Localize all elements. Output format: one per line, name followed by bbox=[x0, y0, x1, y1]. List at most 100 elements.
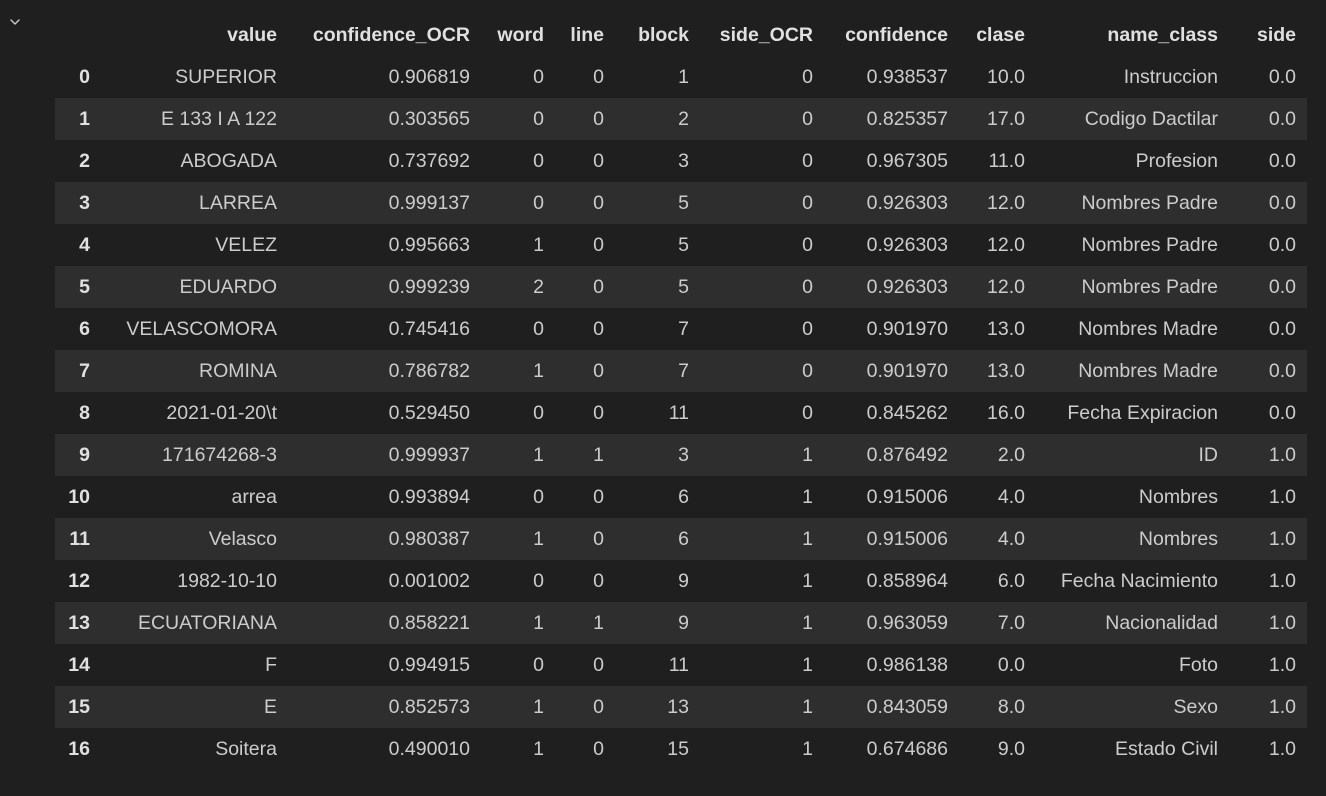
column-header-clase: clase bbox=[976, 23, 1025, 46]
cell-word: 0 bbox=[533, 653, 544, 676]
cell-confidence: 0.915006 bbox=[866, 527, 948, 550]
cell-output: value confidence_OCR word line block sid… bbox=[55, 14, 1307, 770]
cell-side: 1.0 bbox=[1268, 569, 1296, 592]
chevron-down-icon bbox=[10, 19, 20, 25]
cell-value: arrea bbox=[231, 485, 277, 508]
output-collapse-toggle[interactable] bbox=[7, 14, 23, 30]
cell-name-class: Nombres Padre bbox=[1081, 275, 1218, 298]
cell-line: 0 bbox=[593, 359, 604, 382]
column-header-word: word bbox=[497, 23, 544, 46]
cell-value: LARREA bbox=[198, 191, 277, 214]
cell-side: 1.0 bbox=[1268, 611, 1296, 634]
cell-line: 0 bbox=[593, 401, 604, 424]
cell-block: 6 bbox=[678, 527, 689, 550]
cell-clase: 12.0 bbox=[987, 275, 1025, 298]
cell-name-class: Sexo bbox=[1173, 695, 1218, 718]
row-index: 9 bbox=[79, 443, 90, 466]
cell-confidence: 0.915006 bbox=[866, 485, 948, 508]
cell-confidence-ocr: 0.858221 bbox=[388, 611, 470, 634]
cell-clase: 17.0 bbox=[987, 107, 1025, 130]
cell-block: 1 bbox=[678, 65, 689, 88]
cell-confidence-ocr: 0.999239 bbox=[388, 275, 470, 298]
cell-clase: 8.0 bbox=[997, 695, 1025, 718]
row-index: 11 bbox=[69, 527, 90, 550]
cell-side: 1.0 bbox=[1268, 695, 1296, 718]
cell-block: 7 bbox=[678, 317, 689, 340]
cell-confidence: 0.986138 bbox=[866, 653, 948, 676]
row-index: 5 bbox=[79, 275, 90, 298]
cell-confidence: 0.901970 bbox=[866, 317, 948, 340]
cell-word: 2 bbox=[533, 275, 544, 298]
cell-word: 0 bbox=[533, 191, 544, 214]
cell-clase: 10.0 bbox=[987, 65, 1025, 88]
cell-side-ocr: 0 bbox=[802, 191, 813, 214]
cell-name-class: Nombres Padre bbox=[1081, 233, 1218, 256]
cell-block: 11 bbox=[668, 653, 689, 676]
cell-word: 0 bbox=[533, 149, 544, 172]
cell-side-ocr: 1 bbox=[802, 695, 813, 718]
row-index: 3 bbox=[79, 191, 90, 214]
cell-confidence: 0.938537 bbox=[866, 65, 948, 88]
cell-confidence-ocr: 0.999937 bbox=[388, 443, 470, 466]
cell-name-class: Codigo Dactilar bbox=[1084, 107, 1218, 130]
cell-line: 0 bbox=[593, 191, 604, 214]
cell-block: 13 bbox=[667, 695, 689, 718]
row-index: 12 bbox=[68, 569, 90, 592]
cell-block: 5 bbox=[678, 233, 689, 256]
table-row: 7 ROMINA 0.786782 1 0 7 0 0.901970 13.0 Nombres M… bbox=[55, 350, 1307, 392]
cell-confidence-ocr: 0.993894 bbox=[388, 485, 470, 508]
row-index: 2 bbox=[79, 149, 90, 172]
cell-word: 0 bbox=[533, 107, 544, 130]
cell-confidence: 0.963059 bbox=[866, 611, 948, 634]
cell-side-ocr: 0 bbox=[802, 65, 813, 88]
cell-clase: 13.0 bbox=[987, 359, 1025, 382]
cell-value: 2021-01-20\t bbox=[166, 401, 277, 424]
cell-side-ocr: 0 bbox=[802, 401, 813, 424]
cell-confidence-ocr: 0.980387 bbox=[388, 527, 470, 550]
row-index: 1 bbox=[79, 107, 90, 130]
table-row: 16 Soitera 0.490010 1 0 15 1 0.674686 9.0 Estado … bbox=[55, 728, 1307, 770]
cell-word: 1 bbox=[533, 527, 544, 550]
row-index: 6 bbox=[79, 317, 90, 340]
row-index: 14 bbox=[68, 653, 90, 676]
table-row: 1 E 133 I A 122 0.303565 0 0 2 0 0.825357 17.0 Co… bbox=[55, 98, 1307, 140]
row-index: 13 bbox=[68, 611, 90, 634]
cell-value: Velasco bbox=[208, 527, 277, 550]
cell-confidence-ocr: 0.745416 bbox=[388, 317, 470, 340]
column-header-side-ocr: side_OCR bbox=[719, 23, 813, 46]
cell-confidence: 0.967305 bbox=[866, 149, 948, 172]
cell-word: 1 bbox=[533, 611, 544, 634]
cell-value: ECUATORIANA bbox=[137, 611, 277, 634]
cell-confidence: 0.876492 bbox=[866, 443, 948, 466]
cell-name-class: Nombres Madre bbox=[1078, 359, 1218, 382]
cell-name-class: Foto bbox=[1178, 653, 1218, 676]
table-row: 9 171674268-3 0.999937 1 1 3 1 0.876492 2.0 ID 1.0 bbox=[55, 434, 1307, 476]
cell-value: VELASCOMORA bbox=[126, 317, 277, 340]
dataframe-table: value confidence_OCR word line block sid… bbox=[55, 14, 1307, 770]
cell-side: 0.0 bbox=[1268, 275, 1296, 298]
cell-side-ocr: 0 bbox=[802, 149, 813, 172]
cell-clase: 13.0 bbox=[987, 317, 1025, 340]
table-row: 4 VELEZ 0.995663 1 0 5 0 0.926303 12.0 Nombres Pa… bbox=[55, 224, 1307, 266]
cell-value: ABOGADA bbox=[180, 149, 277, 172]
table-row: 11 Velasco 0.980387 1 0 6 1 0.915006 4.0 Nombres 1… bbox=[55, 518, 1307, 560]
cell-confidence: 0.674686 bbox=[866, 737, 948, 760]
cell-side-ocr: 1 bbox=[802, 737, 813, 760]
cell-name-class: Fecha Expiracion bbox=[1067, 401, 1218, 424]
cell-side-ocr: 1 bbox=[802, 653, 813, 676]
cell-line: 1 bbox=[593, 443, 604, 466]
cell-confidence: 0.858964 bbox=[866, 569, 948, 592]
cell-value: EDUARDO bbox=[179, 275, 277, 298]
cell-side: 0.0 bbox=[1268, 65, 1296, 88]
cell-word: 0 bbox=[533, 65, 544, 88]
cell-confidence-ocr: 0.994915 bbox=[388, 653, 470, 676]
cell-value: E 133 I A 122 bbox=[160, 107, 277, 130]
cell-block: 5 bbox=[678, 191, 689, 214]
cell-confidence-ocr: 0.529450 bbox=[388, 401, 470, 424]
table-row: 13 ECUATORIANA 0.858221 1 1 9 1 0.963059 7.0 Naci… bbox=[55, 602, 1307, 644]
column-header-line: line bbox=[570, 23, 604, 46]
cell-confidence-ocr: 0.995663 bbox=[388, 233, 470, 256]
cell-side: 0.0 bbox=[1268, 401, 1296, 424]
column-header-side: side bbox=[1256, 23, 1296, 46]
cell-word: 1 bbox=[533, 737, 544, 760]
